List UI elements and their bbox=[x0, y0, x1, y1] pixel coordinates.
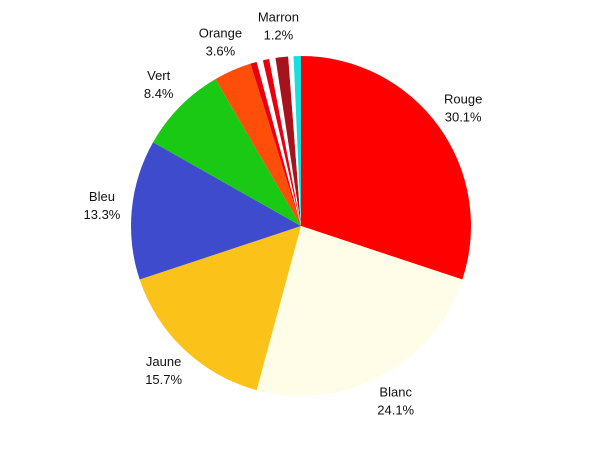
slice-value-label: 3.6% bbox=[206, 43, 236, 58]
slice-label: Bleu bbox=[89, 189, 115, 204]
pie-slice bbox=[139, 226, 301, 391]
slice-value-label: 15.7% bbox=[145, 372, 182, 387]
pie-slice bbox=[262, 59, 301, 226]
pie-slice bbox=[256, 226, 463, 396]
pie-slice bbox=[256, 60, 301, 227]
slice-value-label: 1.2% bbox=[264, 28, 294, 43]
pie-slice bbox=[131, 142, 301, 280]
slice-label: Rouge bbox=[444, 91, 482, 106]
slice-value-label: 24.1% bbox=[377, 403, 414, 418]
slice-value-label: 8.4% bbox=[144, 86, 174, 101]
pie-slice bbox=[275, 56, 301, 226]
pie-slice bbox=[293, 56, 301, 226]
pie-slice bbox=[250, 61, 301, 227]
pie-slice bbox=[153, 79, 301, 226]
slice-label: Marron bbox=[258, 10, 299, 25]
slice-label: Orange bbox=[199, 25, 242, 40]
slice-value-label: 30.1% bbox=[445, 109, 482, 124]
pie-slice bbox=[269, 57, 301, 227]
slice-value-label: 13.3% bbox=[84, 207, 121, 222]
slice-label: Blanc bbox=[379, 385, 412, 400]
pie-slice bbox=[301, 56, 471, 280]
slice-label: Jaune bbox=[146, 354, 181, 369]
pie-slice bbox=[288, 56, 301, 227]
pie-slice bbox=[215, 63, 301, 226]
slice-label: Vert bbox=[147, 68, 171, 83]
